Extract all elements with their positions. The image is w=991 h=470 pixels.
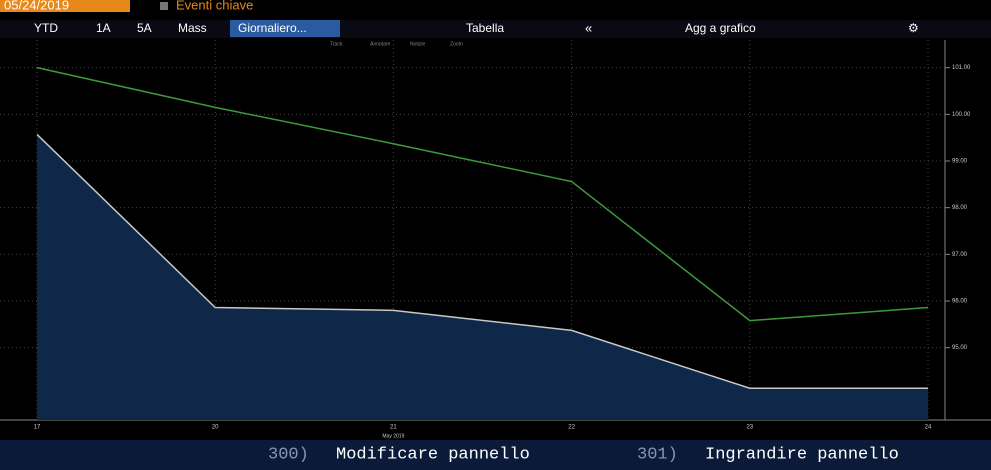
x-tick-label: 23 — [746, 425, 753, 431]
x-tick-label: 21 — [390, 425, 397, 431]
events[interactable]: Eventi chiave — [176, 0, 253, 12]
y-tick-label: 97.00 — [952, 252, 968, 258]
x-sublabel: May 2019 — [382, 433, 404, 439]
footer-number: 301) — [637, 445, 678, 464]
collapse-button[interactable]: « — [585, 20, 592, 35]
footer — [0, 440, 991, 470]
chart-tool[interactable]: Notizie — [410, 41, 426, 47]
range-button[interactable]: Mass — [178, 21, 207, 35]
events-icon — [160, 2, 168, 10]
line — [36, 66, 929, 322]
x-tick-label: 22 — [568, 425, 575, 431]
footer-action[interactable]: Modificare pannello — [336, 445, 530, 464]
x-tick-label: 24 — [925, 425, 932, 431]
range-button[interactable]: 5A — [137, 21, 152, 35]
y-tick-label: 98.00 — [952, 205, 968, 211]
y-tick-label: 100.00 — [952, 112, 971, 118]
area — [37, 134, 928, 420]
settings-icon[interactable]: ⚙ — [908, 21, 919, 35]
date-box — [0, 0, 130, 12]
footer-number: 300) — [268, 445, 309, 464]
x-tick-label: 20 — [212, 425, 219, 431]
range-button[interactable]: YTD — [34, 21, 58, 35]
chart-tool[interactable]: Track — [330, 41, 343, 47]
x-tick-label: 17 — [34, 425, 41, 431]
y-tick-label: 99.00 — [952, 159, 968, 165]
table-button[interactable]: Tabella — [466, 21, 504, 35]
y-tick-label: 96.00 — [952, 299, 968, 305]
add-to-chart[interactable]: Agg a grafico — [685, 21, 756, 35]
chart-tool[interactable]: Zoom — [450, 41, 463, 47]
range-button[interactable]: 1A — [96, 21, 111, 35]
y-tick-label: 95.00 — [952, 345, 968, 351]
line — [36, 133, 928, 390]
interval[interactable]: Giornaliero... — [238, 21, 307, 35]
chart-tool[interactable]: Annotare — [370, 41, 391, 47]
footer-action[interactable]: Ingrandire pannello — [705, 445, 899, 464]
date[interactable]: 05/24/2019 — [4, 0, 69, 12]
y-tick-label: 101.00 — [952, 65, 971, 71]
interval-button[interactable] — [230, 20, 340, 37]
